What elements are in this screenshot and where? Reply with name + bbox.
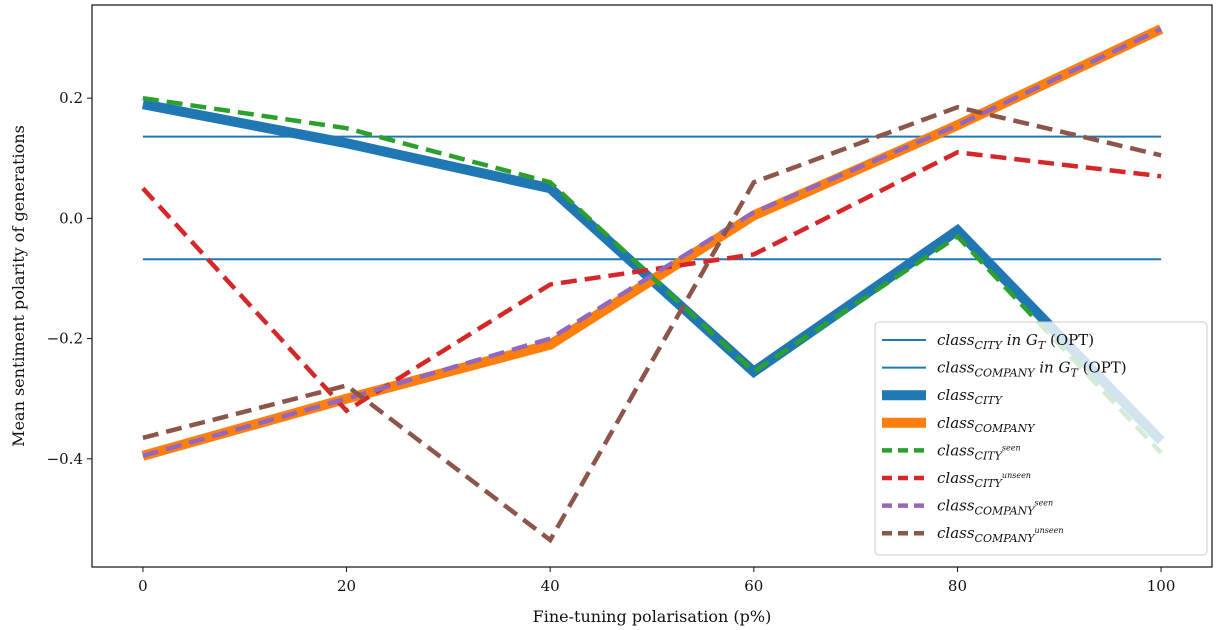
y-tick-label: 0.2 — [59, 89, 83, 107]
legend-label-1: classCOMPANY in GT (OPT) — [937, 359, 1127, 380]
legend-label-7: classCOMPANYunseen — [937, 524, 1064, 545]
x-tick-label: 40 — [541, 577, 560, 595]
legend-label-5: classCITYunseen — [937, 469, 1031, 490]
x-tick-label: 80 — [948, 577, 967, 595]
legend-label-6: classCOMPANYseen — [937, 497, 1053, 518]
legend-label-2: classCITY — [937, 386, 1004, 407]
x-axis-label: Fine-tuning polarisation (p%) — [533, 607, 772, 626]
legend-label-0: classCITY in GT (OPT) — [937, 331, 1094, 352]
y-axis: −0.4 −0.2 0.0 0.2 — [47, 89, 92, 468]
y-axis-label: Mean sentiment polarity of generations — [9, 125, 28, 447]
y-tick-label: −0.2 — [47, 330, 83, 348]
legend-label-4: classCITYseen — [937, 441, 1021, 462]
series-line-4 — [142, 26, 1163, 458]
series-line-5 — [142, 104, 1162, 544]
x-tick-label: 20 — [337, 577, 356, 595]
plot-frame — [91, 4, 1213, 568]
x-axis: 0 20 40 60 80 100 — [138, 567, 1175, 595]
x-tick-label: 60 — [744, 577, 763, 595]
x-tick-label: 0 — [138, 577, 148, 595]
legend-box — [874, 321, 1208, 556]
plot-lines — [141, 24, 1165, 544]
x-tick-label: 100 — [1147, 577, 1176, 595]
legend: classCITY in GT (OPT) classCOMPANY in GT … — [874, 321, 1208, 556]
y-tick-label: −0.4 — [47, 450, 83, 468]
series-line-3 — [141, 149, 1162, 414]
y-tick-label: 0.0 — [59, 209, 83, 227]
legend-label-3: classCOMPANY — [937, 414, 1036, 435]
